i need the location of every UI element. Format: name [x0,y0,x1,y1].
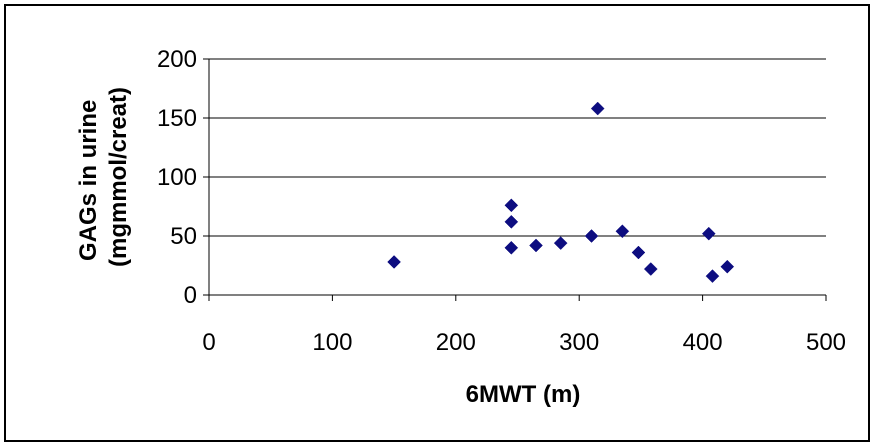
data-point [590,101,605,116]
data-point [504,240,519,255]
data-point [720,259,735,274]
y-axis-title-line-1: GAGs in urine [75,100,102,261]
data-point [701,226,716,241]
y-tick-label: 200 [157,46,197,73]
data-point [584,229,599,243]
data-point [631,245,646,260]
data-point [705,269,720,283]
x-tick-label: 100 [312,329,352,356]
data-point [387,255,401,269]
y-tick-label: 0 [184,282,197,309]
y-tick-label: 150 [157,105,197,132]
chart-area [4,4,870,442]
y-axis-title-line-2: (mgmmol/creat) [105,87,132,267]
data-point [529,238,543,253]
x-tick-label: 400 [683,329,723,356]
axes [203,58,827,301]
x-tick-label: 200 [436,329,476,356]
data-markers [387,101,735,283]
x-tick-label: 300 [559,329,599,356]
y-tick-labels: 0 50 100 150 200 [157,46,197,309]
data-point [643,262,658,276]
y-tick-label: 50 [170,223,197,250]
x-tick-labels: 0 100 200 300 400 500 [202,329,846,356]
data-point [504,214,519,229]
data-point [553,236,568,250]
x-tick-label: 500 [806,329,846,356]
data-point [504,198,519,213]
y-tick-label: 100 [157,164,197,191]
data-point [615,224,630,239]
x-axis-title: 6MWT (m) [466,381,581,408]
y-axis-title: GAGs in urine (mgmmol/creat) [75,87,132,267]
gridlines [209,58,826,237]
x-tick-label: 0 [202,329,215,356]
